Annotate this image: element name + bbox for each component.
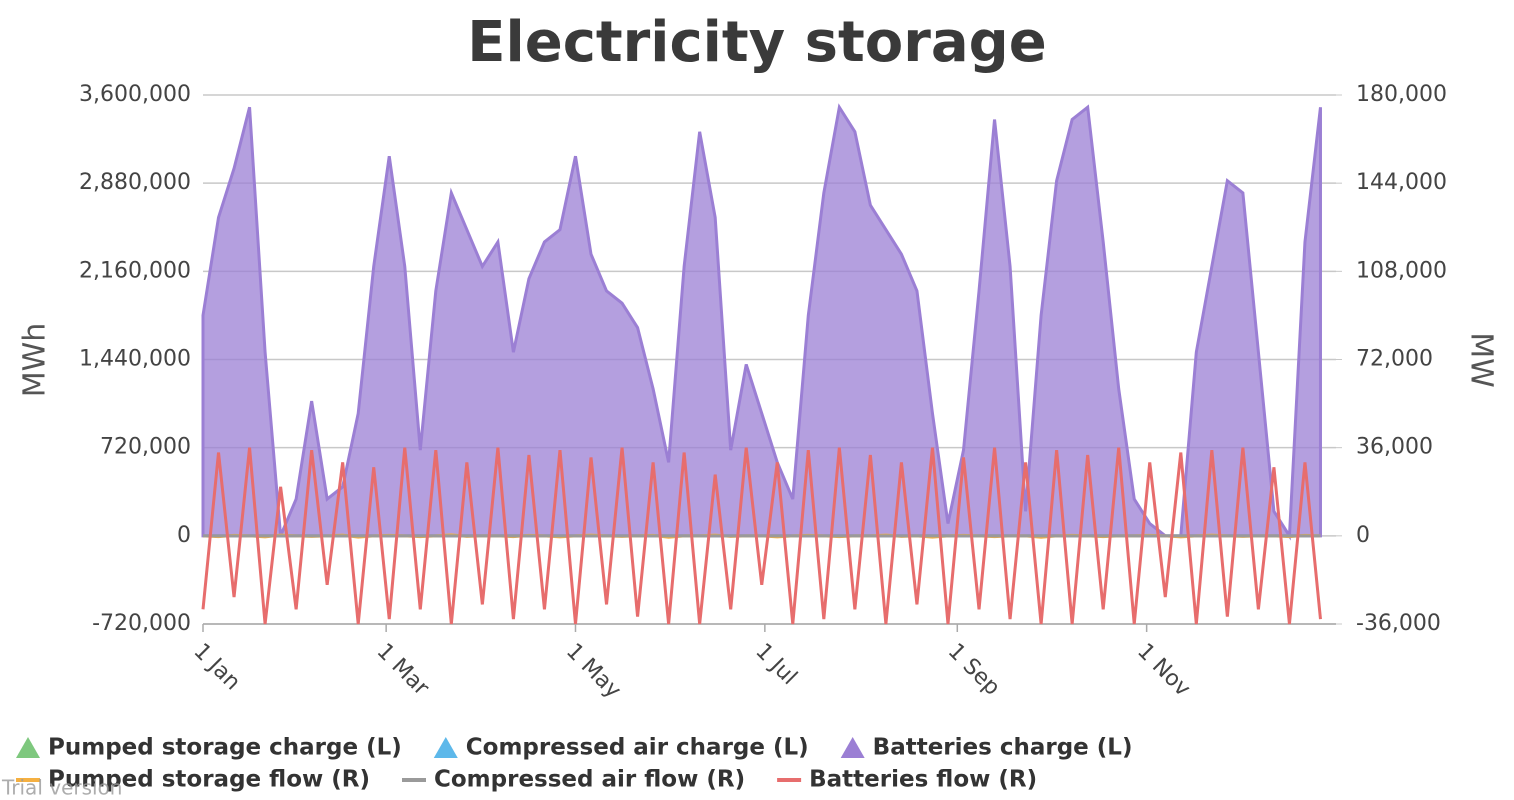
x-tick-label: 1 Mar bbox=[372, 639, 435, 702]
y-tick-label: -720,000 bbox=[92, 611, 191, 636]
y2-tick-label: 144,000 bbox=[1356, 170, 1447, 195]
x-tick-label: 1 Jul bbox=[750, 639, 801, 690]
legend-symbol bbox=[840, 737, 865, 758]
legend-item: Batteries charge (L) bbox=[840, 735, 1133, 761]
legend-item: Compressed air charge (L) bbox=[433, 735, 809, 761]
legend-label: Batteries flow (R) bbox=[809, 767, 1037, 793]
y-tick-label: 1,440,000 bbox=[79, 347, 191, 372]
y2-tick-label: 36,000 bbox=[1356, 435, 1433, 460]
x-tick-label: 1 May bbox=[561, 639, 626, 704]
y-tick-label: 3,600,000 bbox=[79, 82, 191, 107]
x-tick-label: 1 Jan bbox=[189, 639, 246, 696]
watermark: Trial version bbox=[1, 776, 122, 800]
area bbox=[201, 103, 1322, 541]
y2-tick-label: -36,000 bbox=[1356, 611, 1441, 636]
x-tick-label: 1 Sep bbox=[943, 639, 1005, 701]
chart-title: Electricity storage bbox=[467, 10, 1046, 75]
y-tick-label: 2,160,000 bbox=[79, 258, 191, 283]
legend-item: Pumped storage flow (R) bbox=[16, 767, 370, 793]
y2-tick-label: 180,000 bbox=[1356, 82, 1447, 107]
y-tick-label: 2,880,000 bbox=[79, 170, 191, 195]
y2-tick-label: 72,000 bbox=[1356, 347, 1433, 372]
legend-label: Compressed air charge (L) bbox=[466, 735, 809, 761]
y-axis-label: MWh bbox=[18, 323, 53, 398]
y2-axis-label: MW bbox=[1464, 332, 1499, 388]
legend-symbol bbox=[16, 737, 40, 758]
legend-item: Compressed air flow (R) bbox=[402, 767, 745, 793]
y2-tick-label: 108,000 bbox=[1356, 258, 1447, 283]
line bbox=[201, 447, 1322, 625]
legend-label: Pumped storage charge (L) bbox=[48, 735, 402, 761]
legend-symbol bbox=[433, 737, 458, 758]
legend-label: Pumped storage flow (R) bbox=[48, 767, 370, 793]
y-tick-label: 0 bbox=[177, 523, 191, 548]
y-tick-label: 720,000 bbox=[100, 435, 191, 460]
legend-item: Batteries flow (R) bbox=[777, 767, 1037, 793]
legend-item: Pumped storage charge (L) bbox=[16, 735, 402, 761]
x-tick-label: 1 Nov bbox=[1132, 639, 1195, 702]
legend-label: Batteries charge (L) bbox=[873, 735, 1133, 761]
y2-tick-label: 0 bbox=[1356, 523, 1370, 548]
legend-label: Compressed air flow (R) bbox=[434, 767, 745, 793]
